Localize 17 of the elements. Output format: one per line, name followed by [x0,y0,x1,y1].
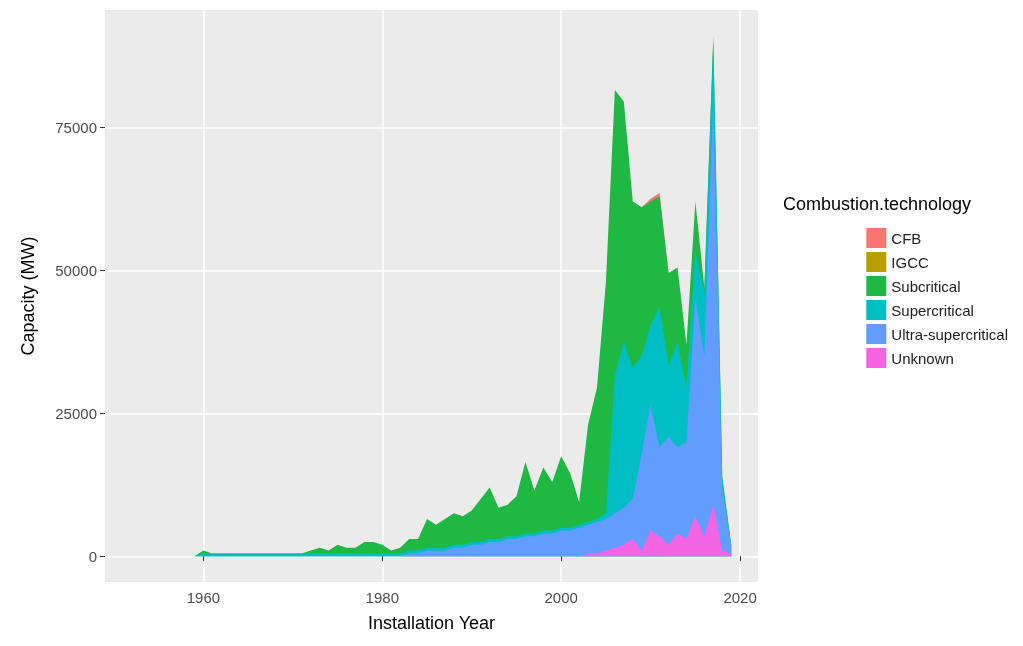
legend-label: CFB [891,229,922,247]
x-tick-label: 2000 [544,589,578,606]
y-tick-label: 0 [88,547,97,565]
legend-title: Combustion.technology [783,194,972,214]
y-axis-title: Capacity (MW) [18,236,38,356]
y-tick-label: 75000 [55,118,97,136]
legend-label: Unknown [891,349,954,367]
legend-label: Supercritical [891,301,974,319]
y-tick-label: 25000 [55,404,97,422]
x-axis-title: Installation Year [367,613,496,633]
legend-label: Ultra-supercritical [891,325,1009,343]
legend-label: IGCC [891,253,929,271]
y-tick-label: 50000 [55,261,97,279]
x-tick-label: 1980 [365,589,399,606]
x-tick-label: 1960 [186,589,221,606]
x-tick-label: 2020 [723,589,757,606]
legend-label: Subcritical [891,277,961,295]
